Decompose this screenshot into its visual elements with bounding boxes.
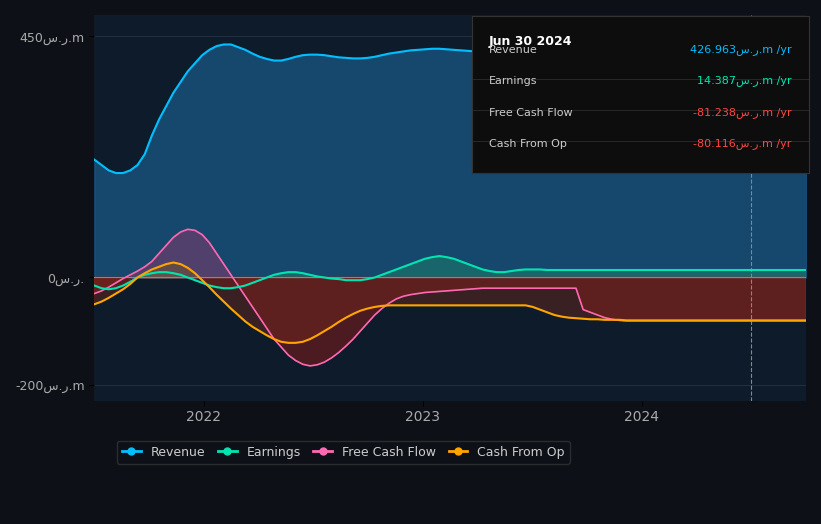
Text: Cash From Op: Cash From Op [489,139,566,149]
Text: Free Cash Flow: Free Cash Flow [489,108,572,118]
Text: Revenue: Revenue [489,45,538,55]
Text: Earnings: Earnings [489,77,538,86]
Text: -80.116س.ر.m /yr: -80.116س.ر.m /yr [694,138,791,149]
Text: 426.963س.ر.m /yr: 426.963س.ر.m /yr [690,44,791,55]
Text: Past: Past [755,31,779,41]
Legend: Revenue, Earnings, Free Cash Flow, Cash From Op: Revenue, Earnings, Free Cash Flow, Cash … [117,441,570,464]
Text: Jun 30 2024: Jun 30 2024 [489,35,572,48]
Text: 14.387س.ر.m /yr: 14.387س.ر.m /yr [697,75,791,86]
Text: -81.238س.ر.m /yr: -81.238س.ر.m /yr [693,107,791,118]
